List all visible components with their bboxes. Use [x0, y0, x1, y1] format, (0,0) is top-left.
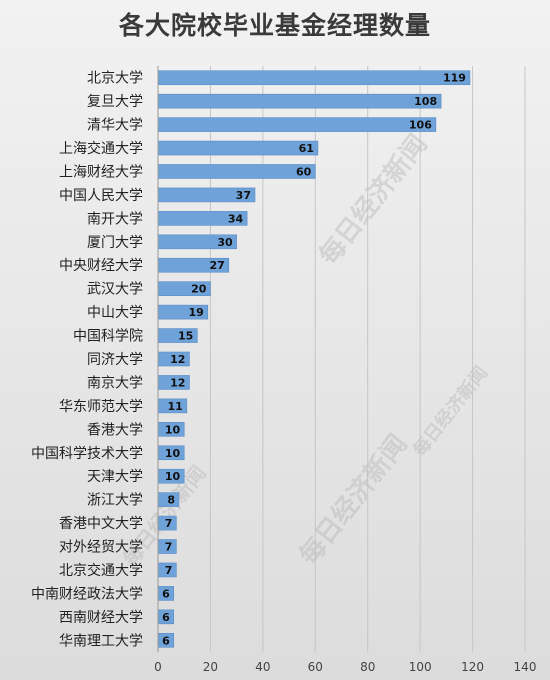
data-label: 10: [165, 447, 181, 460]
category-label: 南京大学: [87, 375, 143, 391]
category-label: 中央财经大学: [59, 258, 143, 274]
data-label: 27: [209, 259, 224, 272]
data-label: 15: [178, 330, 193, 343]
category-label: 天津大学: [87, 469, 143, 485]
data-label: 12: [170, 376, 185, 389]
category-label: 南开大学: [87, 211, 143, 227]
data-label: 37: [236, 189, 251, 202]
category-label: 武汉大学: [87, 282, 143, 298]
data-label: 30: [217, 236, 233, 249]
data-label: 7: [165, 541, 173, 554]
data-label: 11: [168, 400, 183, 413]
category-label: 清华大学: [87, 118, 143, 134]
watermark: 每日经济新闻: [313, 129, 433, 271]
category-label: 北京大学: [87, 71, 143, 87]
category-label: 西南财经大学: [59, 610, 143, 626]
data-label: 10: [165, 470, 181, 483]
category-label: 香港中文大学: [59, 516, 143, 532]
bar: [157, 140, 319, 156]
category-label: 对外经贸大学: [59, 540, 143, 556]
x-tick-label: 80: [360, 660, 375, 674]
category-label: 华南理工大学: [59, 633, 143, 649]
data-label: 119: [443, 72, 466, 85]
watermark: 每日经济新闻: [408, 362, 492, 461]
bar: [157, 93, 442, 109]
x-tick-label: 0: [154, 660, 162, 674]
category-label: 香港大学: [87, 422, 143, 438]
category-label: 厦门大学: [87, 235, 143, 251]
x-tick-label: 120: [461, 660, 484, 674]
data-label: 20: [191, 283, 207, 296]
category-label: 复旦大学: [87, 93, 143, 110]
data-label: 61: [299, 142, 314, 155]
data-label: 19: [188, 306, 203, 319]
category-label: 中南财经政法大学: [31, 586, 143, 602]
data-label: 7: [165, 517, 173, 530]
x-tick-label: 60: [308, 660, 323, 674]
data-label: 10: [165, 423, 181, 436]
data-label: 106: [409, 119, 432, 132]
category-label: 浙江大学: [87, 493, 143, 509]
x-tick-label: 20: [203, 660, 218, 674]
category-label: 中国科学技术大学: [31, 446, 143, 462]
data-label: 108: [414, 95, 437, 108]
x-tick-label: 140: [514, 660, 537, 674]
bar: [157, 70, 471, 86]
data-label: 8: [167, 494, 175, 507]
category-label: 中国科学院: [73, 329, 143, 345]
category-label: 北京交通大学: [59, 562, 143, 579]
data-label: 6: [162, 611, 170, 624]
watermark: 每日经济新闻: [293, 429, 413, 571]
data-label: 34: [228, 212, 244, 225]
category-label: 上海财经大学: [59, 164, 143, 180]
chart-title: 各大院校毕业基金经理数量: [118, 11, 431, 40]
bar: [157, 117, 437, 132]
category-label: 上海交通大学: [59, 140, 143, 157]
x-tick-label: 40: [255, 660, 270, 674]
bar: [157, 164, 316, 179]
data-label: 60: [296, 165, 312, 178]
data-label: 12: [170, 353, 185, 366]
data-label: 6: [162, 587, 170, 600]
category-label: 华东师范大学: [59, 398, 143, 415]
data-label: 7: [165, 564, 173, 577]
x-tick-label: 100: [409, 660, 432, 674]
category-label: 中山大学: [87, 305, 143, 321]
category-label: 同济大学: [87, 352, 143, 368]
data-label: 6: [162, 634, 170, 647]
category-label: 中国人民大学: [59, 188, 143, 204]
